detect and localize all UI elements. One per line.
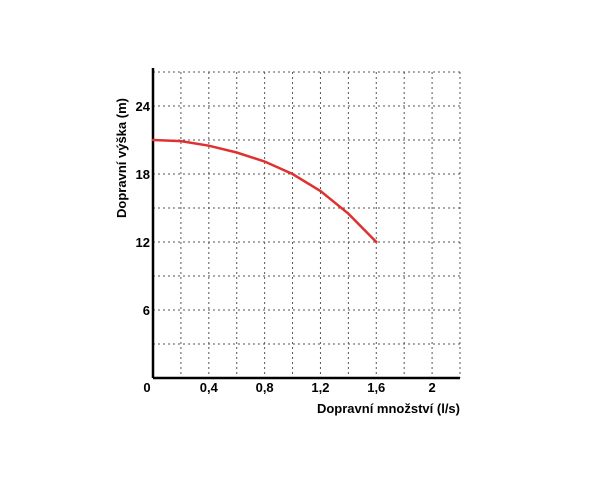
x-tick-label: 0,8 bbox=[256, 380, 274, 395]
x-tick-label: 0,4 bbox=[200, 380, 219, 395]
x-tick-label: 2 bbox=[428, 380, 435, 395]
y-axis-label: Dopravní výška (m) bbox=[114, 98, 129, 218]
x-axis-label: Dopravní množství (l/s) bbox=[317, 401, 460, 416]
x-tick-label: 0 bbox=[143, 380, 150, 395]
series-group bbox=[151, 138, 378, 244]
pump-curve-line bbox=[151, 138, 378, 244]
x-tick-label: 1,6 bbox=[367, 380, 385, 395]
y-tick-label: 24 bbox=[136, 99, 151, 114]
x-tick-label: 1,2 bbox=[311, 380, 329, 395]
y-tick-label: 6 bbox=[143, 303, 150, 318]
y-tick-labels: 6 12 18 24 bbox=[136, 99, 151, 318]
grid bbox=[153, 71, 461, 378]
axes bbox=[151, 68, 460, 380]
x-tick-labels: 0 0,4 0,8 1,2 1,6 2 bbox=[143, 380, 435, 395]
y-tick-label: 18 bbox=[136, 167, 150, 182]
y-tick-label: 12 bbox=[136, 235, 150, 250]
